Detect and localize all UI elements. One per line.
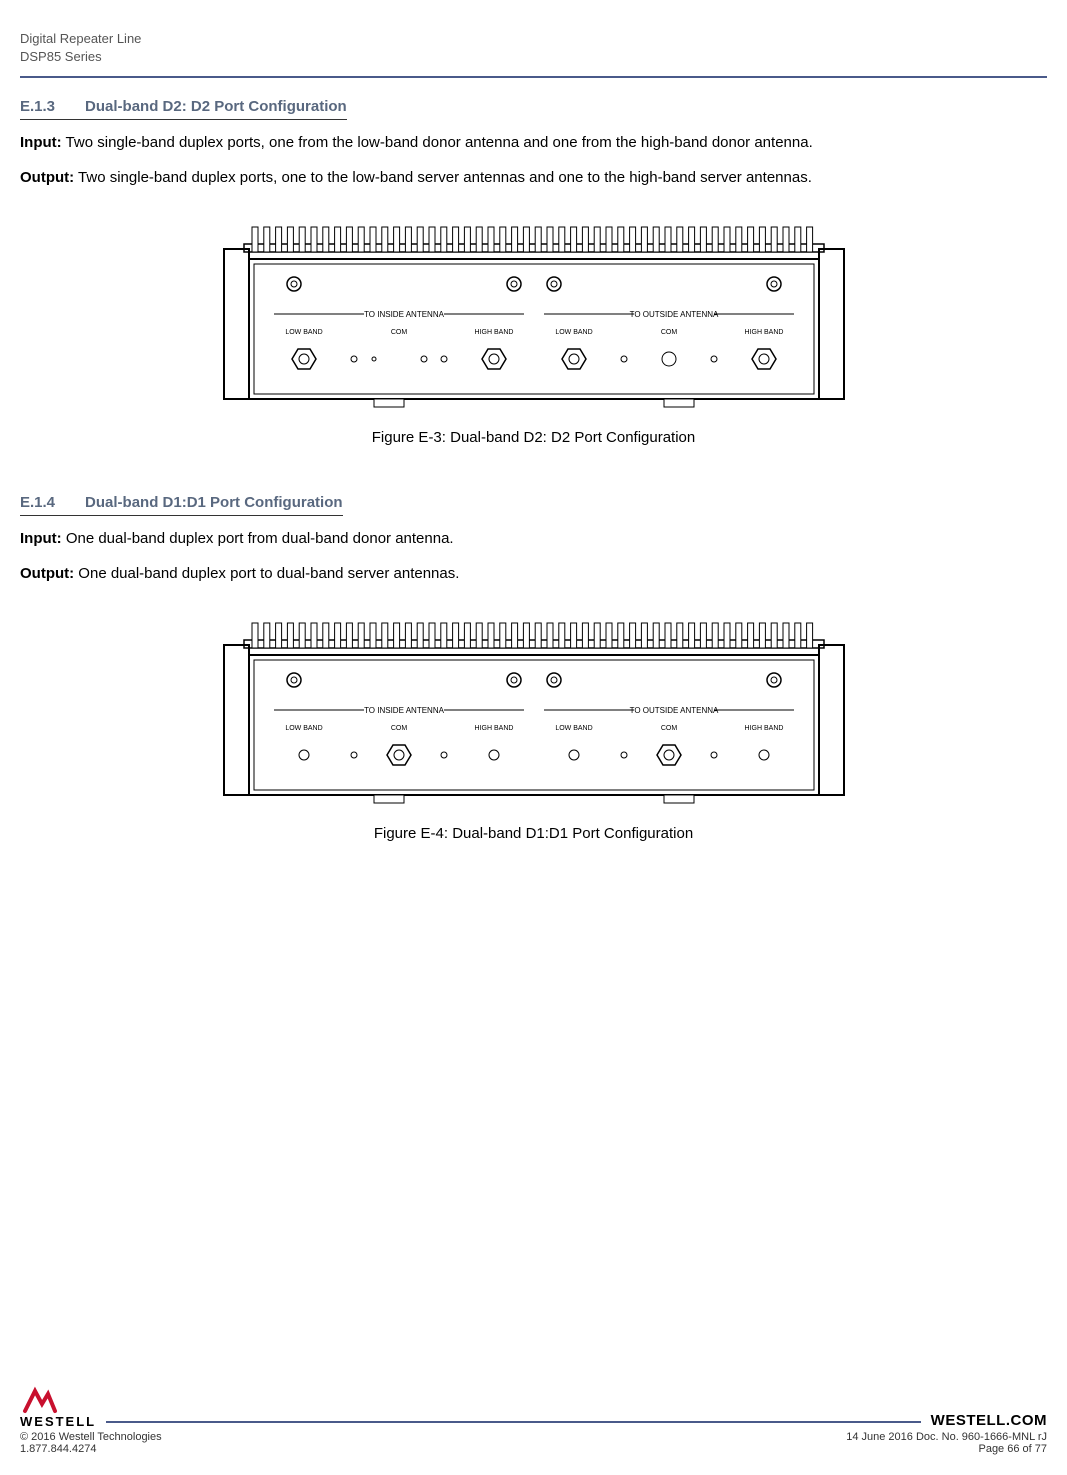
- section-e13-title: Dual-band D2: D2 Port Configuration: [85, 98, 347, 115]
- footer: WESTELL WESTELL.COM © 2016 Westell Techn…: [20, 1386, 1047, 1455]
- output-text: Two single-band duplex ports, one to the…: [74, 169, 812, 186]
- svg-text:TO INSIDE ANTENNA: TO INSIDE ANTENNA: [364, 310, 445, 319]
- svg-text:TO INSIDE ANTENNA: TO INSIDE ANTENNA: [364, 706, 445, 715]
- westell-logo: WESTELL: [20, 1386, 96, 1429]
- input-label-2: Input:: [20, 530, 62, 547]
- svg-text:COM: COM: [390, 725, 407, 732]
- footer-doc: 14 June 2016 Doc. No. 960-1666-MNL rJ: [846, 1431, 1047, 1443]
- output-label: Output:: [20, 169, 74, 186]
- section-e14: E.1.4Dual-band D1:D1 Port Configuration …: [20, 494, 1047, 842]
- section-e13: E.1.3 Dual-band D2: D2 Port Configuration…: [20, 98, 1047, 446]
- device-d2-diagram: TO INSIDE ANTENNA TO OUTSIDE ANTENNA LOW…: [214, 219, 854, 419]
- svg-text:TO OUTSIDE ANTENNA: TO OUTSIDE ANTENNA: [629, 310, 718, 319]
- header-line1: Digital Repeater Line: [20, 30, 1047, 48]
- footer-copyright: © 2016 Westell Technologies: [20, 1431, 162, 1443]
- section-e14-heading: E.1.4 Dual-band D1:D1 Port Configuration: [20, 494, 343, 516]
- svg-text:HIGH BAND: HIGH BAND: [474, 329, 513, 336]
- svg-text:COM: COM: [660, 329, 677, 336]
- output-text-2: One dual-band duplex port to dual-band s…: [74, 565, 459, 582]
- svg-text:HIGH BAND: HIGH BAND: [474, 725, 513, 732]
- footer-line-2: © 2016 Westell Technologies 14 June 2016…: [20, 1431, 1047, 1443]
- svg-text:COM: COM: [390, 329, 407, 336]
- section-e13-heading: E.1.3 Dual-band D2: D2 Port Configuration: [20, 98, 347, 120]
- svg-text:LOW BAND: LOW BAND: [285, 725, 322, 732]
- section-e14-number: E.1.4: [20, 494, 55, 511]
- figure-e3: TO INSIDE ANTENNA TO OUTSIDE ANTENNA LOW…: [20, 219, 1047, 446]
- device-d1-diagram: TO INSIDE ANTENNA TO OUTSIDE ANTENNA LOW…: [214, 615, 854, 815]
- input-text: Two single-band duplex ports, one from t…: [62, 134, 813, 151]
- section-e14-input: Input: One dual-band duplex port from du…: [20, 528, 1047, 551]
- section-e13-input: Input: Two single-band duplex ports, one…: [20, 132, 1047, 155]
- section-e14-output: Output: One dual-band duplex port to dua…: [20, 563, 1047, 586]
- svg-text:LOW BAND: LOW BAND: [285, 329, 322, 336]
- svg-text:COM: COM: [660, 725, 677, 732]
- svg-text:TO OUTSIDE ANTENNA: TO OUTSIDE ANTENNA: [629, 706, 718, 715]
- section-e14-title: Dual-band D1:D1 Port Configuration: [85, 494, 343, 511]
- svg-text:LOW BAND: LOW BAND: [555, 329, 592, 336]
- figure-e4-caption: Figure E-4: Dual-band D1:D1 Port Configu…: [20, 825, 1047, 842]
- svg-text:LOW BAND: LOW BAND: [555, 725, 592, 732]
- footer-line-3: 1.877.844.4274 Page 66 of 77: [20, 1443, 1047, 1455]
- footer-page: Page 66 of 77: [978, 1443, 1047, 1455]
- footer-divider: [106, 1421, 921, 1423]
- westell-logo-text: WESTELL: [20, 1414, 96, 1429]
- input-label: Input:: [20, 134, 62, 151]
- header-left: Digital Repeater Line DSP85 Series: [20, 30, 1047, 66]
- figure-e3-caption: Figure E-3: Dual-band D2: D2 Port Config…: [20, 429, 1047, 446]
- footer-brand-url: WESTELL.COM: [931, 1412, 1047, 1429]
- header-line2: DSP85 Series: [20, 48, 1047, 66]
- footer-phone: 1.877.844.4274: [20, 1443, 96, 1455]
- westell-logo-icon: [20, 1386, 70, 1416]
- section-e13-number: E.1.3: [20, 98, 55, 115]
- figure-e4: TO INSIDE ANTENNA TO OUTSIDE ANTENNA LOW…: [20, 615, 1047, 842]
- input-text-2: One dual-band duplex port from dual-band…: [62, 530, 454, 547]
- section-e13-output: Output: Two single-band duplex ports, on…: [20, 167, 1047, 190]
- header-divider: [20, 76, 1047, 78]
- svg-text:HIGH BAND: HIGH BAND: [744, 725, 783, 732]
- output-label-2: Output:: [20, 565, 74, 582]
- svg-text:HIGH BAND: HIGH BAND: [744, 329, 783, 336]
- footer-top-line: WESTELL WESTELL.COM: [20, 1386, 1047, 1429]
